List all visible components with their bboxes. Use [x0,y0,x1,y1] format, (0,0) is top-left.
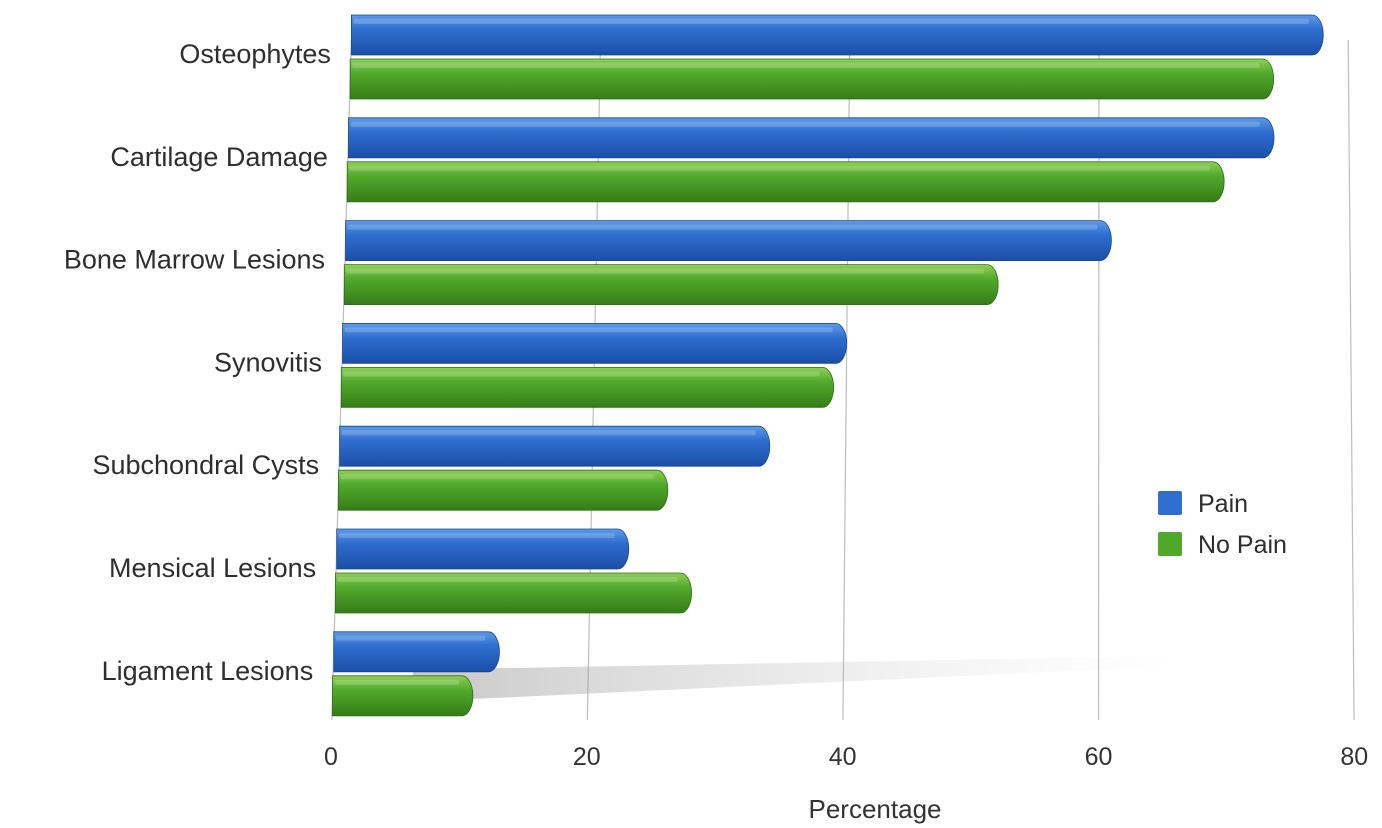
bar-pain-bone-marrow-lesions [345,220,1112,261]
legend-label-pain: Pain [1198,490,1248,518]
bars [332,14,1324,717]
gridline [1347,39,1355,721]
bar-pain-ligament-lesions [333,631,500,673]
bar-highlight [334,679,459,685]
x-tick-label: 80 [1340,743,1368,771]
bar-no-pain-cartilage-damage [346,161,1225,203]
bar-highlight [344,327,833,333]
x-tick-label: 40 [829,743,857,771]
category-label-mensical-lesions: Mensical Lesions [109,553,316,583]
bar-no-pain-subchondral-cysts [337,469,669,511]
bar-highlight [337,577,678,582]
category-label-bone-marrow-lesions: Bone Marrow Lesions [64,245,325,275]
category-label-synovitis: Synovitis [214,347,322,377]
category-labels: Osteophytes Cartilage Damage Bone Marrow L… [64,39,331,686]
bar-highlight [343,371,820,377]
legend-label-no-pain: No Pain [1198,531,1287,559]
bar-no-pain-ligament-lesions [332,675,474,717]
bar-no-pain-mensical-lesions [335,572,692,614]
x-tick-label: 20 [573,743,601,771]
shadow-shape [413,655,1181,702]
bar-pain-mensical-lesions [336,528,630,570]
bar-no-pain-bone-marrow-lesions [343,264,999,305]
x-tick-label: 60 [1085,743,1113,771]
category-label-cartilage-damage: Cartilage Damage [110,142,328,172]
legend-swatch-no-pain [1158,532,1182,556]
floor-shadow [413,655,1181,702]
legend-swatch-pain [1158,491,1182,515]
bar-highlight [353,19,1310,24]
bar-highlight [350,121,1261,127]
bar-pain-osteophytes [351,14,1324,56]
bar-no-pain-osteophytes [349,58,1275,100]
bar-highlight [349,165,1211,171]
bar-highlight [346,268,985,274]
bar-highlight [338,533,615,538]
bar-no-pain-synovitis [340,367,834,408]
bar-highlight [341,430,756,436]
x-tick-labels: 0 20 40 60 80 [324,743,1368,771]
bar-pain-cartilage-damage [348,117,1275,159]
x-axis-title: Percentage [809,794,942,824]
bar-pain-synovitis [342,323,848,364]
category-label-subchondral-cysts: Subchondral Cysts [92,450,319,480]
bar-highlight [347,224,1098,230]
bar-highlight [340,474,654,480]
bar-pain-subchondral-cysts [339,425,771,467]
bar-highlight [352,63,1260,68]
category-label-osteophytes: Osteophytes [179,39,331,69]
legend: Pain No Pain [1158,490,1287,559]
x-tick-label: 0 [324,743,338,771]
bar-highlight [335,635,486,641]
category-label-ligament-lesions: Ligament Lesions [102,656,314,686]
